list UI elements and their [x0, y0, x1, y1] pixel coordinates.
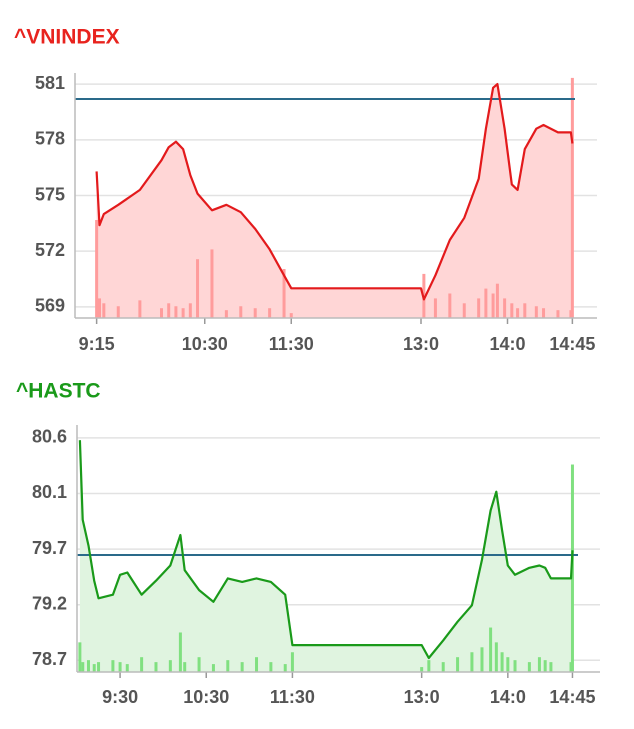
volume-bar	[510, 303, 514, 318]
volume-bar	[97, 662, 101, 672]
volume-bar	[111, 660, 115, 672]
volume-bar	[92, 664, 96, 672]
volume-bar	[543, 660, 547, 672]
volume-bar	[95, 220, 99, 318]
volume-bar	[160, 308, 163, 318]
volume-bar	[86, 660, 90, 672]
volume-bar	[542, 308, 546, 318]
volume-bar	[484, 288, 488, 318]
volume-bar	[224, 310, 228, 318]
price-line	[78, 440, 574, 660]
volume-bar	[470, 652, 474, 672]
volume-bar	[513, 660, 517, 672]
volume-bar	[516, 308, 520, 318]
area	[96, 84, 573, 318]
volume-bar	[289, 313, 293, 318]
volume-bar	[178, 632, 182, 672]
volume-bar	[168, 660, 172, 672]
volume-bar	[167, 303, 171, 318]
volume-bar	[196, 259, 200, 318]
volume-bar	[503, 298, 507, 318]
volume-bar	[183, 662, 187, 672]
volume-bar	[125, 664, 129, 672]
volume-bar	[239, 306, 243, 318]
volume-bar	[240, 662, 244, 672]
volume-bar	[448, 293, 452, 318]
chart-title: ^VNINDEX	[14, 26, 120, 49]
volume-bar	[570, 77, 574, 319]
chart-title: ^HASTC	[16, 380, 101, 403]
x-tick-label: 14:0	[490, 687, 526, 707]
x-tick-label: 9:30	[102, 687, 138, 707]
y-tick-label: 79.7	[32, 538, 67, 558]
volume-bar	[549, 662, 553, 672]
x-tick-label: 14:45	[549, 687, 595, 707]
volume-bar	[556, 310, 560, 318]
volume-bar	[441, 662, 445, 672]
x-tick-label: 9:15	[79, 334, 115, 354]
volume-bar	[500, 652, 504, 672]
volume-bar	[433, 298, 437, 318]
volume-bar	[154, 662, 158, 672]
y-tick-label: 569	[35, 296, 65, 316]
volume-bar	[98, 298, 102, 318]
volume-bar	[211, 664, 215, 672]
y-tick-label: 78.7	[32, 649, 67, 669]
volume-bar	[81, 662, 85, 672]
x-tick-label: 11:30	[270, 687, 315, 707]
volume-bar	[78, 642, 82, 672]
x-tick-label: 14:45	[549, 334, 595, 354]
x-tick-label: 10:30	[183, 687, 229, 707]
volume-bar	[506, 657, 510, 672]
y-tick-label: 572	[35, 240, 65, 260]
y-tick-label: 575	[35, 184, 65, 204]
volume-bar	[138, 300, 142, 318]
y-tick-label: 581	[35, 73, 65, 93]
volume-bar	[480, 647, 484, 672]
volume-bar	[534, 306, 538, 318]
price-line	[95, 83, 574, 301]
area	[79, 440, 573, 672]
volume-bar	[181, 308, 185, 318]
y-tick-label: 578	[35, 129, 65, 149]
x-tick-label: 11:30	[269, 334, 314, 354]
volume-bar	[537, 657, 541, 672]
volume-bar	[283, 664, 287, 672]
volume-bar	[420, 667, 424, 672]
volume-bar	[494, 642, 498, 672]
volume-bar	[210, 249, 214, 318]
volume-bar	[527, 662, 531, 672]
volume-bar	[290, 652, 294, 672]
volume-bar	[268, 308, 272, 318]
volume-bar	[116, 306, 120, 318]
volume-bar	[226, 660, 230, 672]
volume-bar	[118, 662, 122, 672]
volume-bar	[255, 657, 259, 672]
volume-bar	[174, 306, 178, 318]
volume-bar	[489, 627, 493, 672]
x-tick-label: 10:30	[182, 334, 228, 354]
volume-bar	[456, 657, 460, 672]
volume-bar	[491, 293, 495, 318]
volume-bar	[188, 303, 192, 318]
volume-bar	[253, 308, 257, 318]
volume-bar	[427, 660, 431, 672]
volume-bar	[462, 303, 466, 318]
y-tick-label: 79.2	[32, 593, 67, 613]
volume-bar	[269, 662, 273, 672]
volume-bar	[102, 303, 106, 318]
x-tick-label: 13:0	[403, 334, 439, 354]
volume-bar	[197, 657, 201, 672]
y-tick-label: 80.6	[32, 427, 67, 447]
volume-bar	[523, 303, 527, 318]
x-tick-label: 14:0	[489, 334, 525, 354]
y-tick-label: 80.1	[32, 482, 67, 502]
volume-bar	[140, 657, 144, 672]
volume-bar	[477, 298, 481, 318]
volume-bar	[495, 283, 499, 318]
volume-bar	[282, 269, 286, 318]
x-tick-label: 13:0	[404, 687, 440, 707]
